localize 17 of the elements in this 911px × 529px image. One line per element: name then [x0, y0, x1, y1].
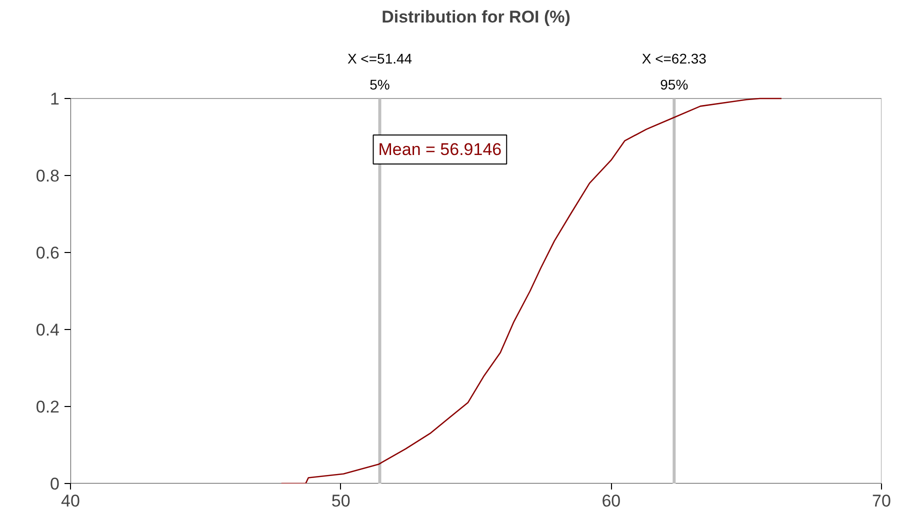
- x-tick-label: 50: [331, 492, 350, 510]
- x-tick-label: 70: [872, 492, 891, 510]
- annotation: 5%: [370, 76, 390, 92]
- x-tick-label: 60: [602, 492, 621, 510]
- y-tick-label: 1: [50, 89, 60, 108]
- annotation: Mean = 56.9146: [378, 140, 502, 159]
- ref-line-label: X <=62.33: [642, 50, 707, 66]
- y-tick-label: 0.8: [36, 166, 60, 186]
- x-tick-label: 40: [61, 492, 80, 510]
- chart-title: Distribution for ROI (%): [382, 8, 570, 26]
- y-tick-label: 0.2: [36, 398, 60, 416]
- ref-line-label: X <=51.44: [347, 50, 412, 66]
- y-tick-label: 0: [50, 474, 60, 494]
- y-tick-label: 0.4: [36, 320, 60, 340]
- line-series: [280, 98, 782, 484]
- y-tick-label: 0.6: [36, 243, 60, 262]
- annotation: 95%: [660, 76, 688, 92]
